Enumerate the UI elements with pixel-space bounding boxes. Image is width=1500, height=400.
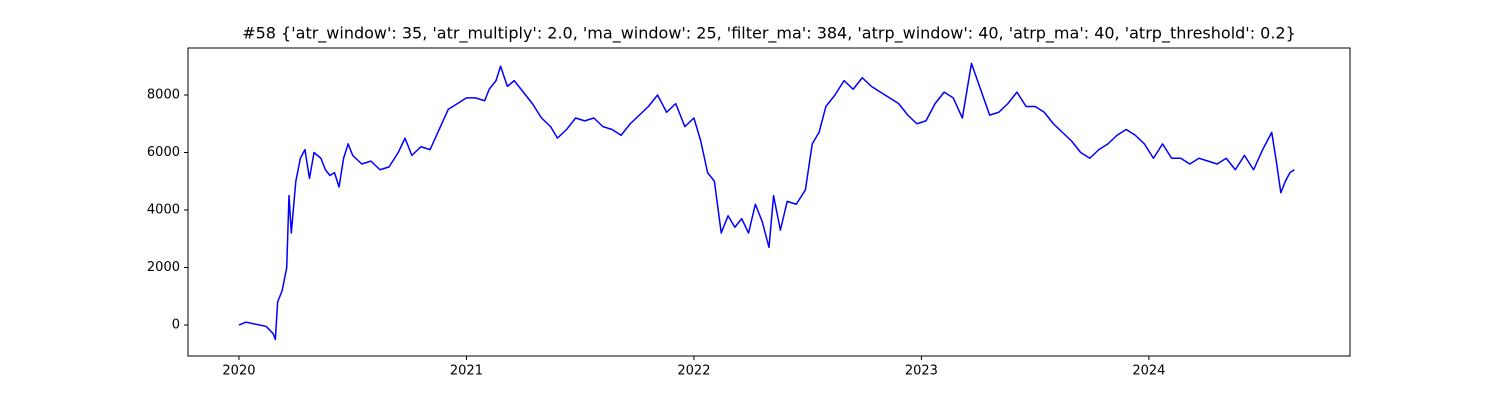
y-tick-label: 2000: [147, 260, 180, 275]
plot-frame: [187, 47, 1351, 357]
x-tick-label: 2022: [677, 364, 710, 379]
x-tick-label: 2021: [450, 364, 483, 379]
y-tick-label: 0: [172, 318, 180, 333]
x-tick-label: 2020: [222, 364, 255, 379]
x-tick-label: 2023: [905, 364, 938, 379]
line: [238, 62, 1295, 341]
y-tick-label: 8000: [147, 88, 180, 103]
y-tick-label: 4000: [147, 203, 180, 218]
y-tick-label: 6000: [147, 145, 180, 160]
x-tick-label: 2024: [1132, 364, 1165, 379]
chart-title: #58 {'atr_window': 35, 'atr_multiply': 2…: [242, 24, 1296, 44]
